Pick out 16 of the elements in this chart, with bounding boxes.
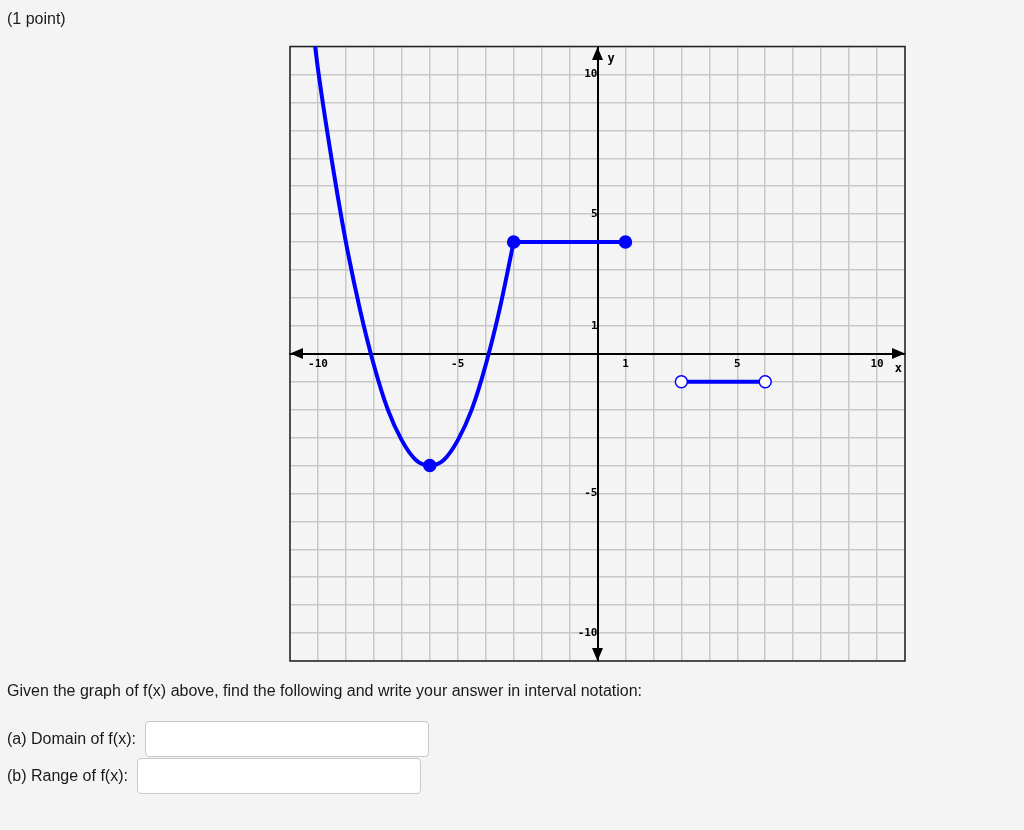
x-tick-label: -10	[308, 357, 328, 371]
y-tick-label: -10	[577, 625, 598, 639]
y-tick-label: -5	[584, 486, 598, 500]
x-tick-label: 10	[870, 357, 884, 371]
y-axis-title: y	[607, 50, 615, 65]
x-tick-label: 1	[622, 357, 630, 371]
y-tick-label: 5	[590, 207, 598, 221]
x-axis-title: x	[894, 360, 902, 375]
y-tick-label: 10	[584, 67, 598, 81]
y-tick-label: 1	[590, 318, 598, 332]
text: Given the graph of f(x) above, find the following and write your answer in interval notation:	[7, 681, 643, 701]
x-tick-label: 5	[733, 357, 741, 371]
text: (a) Domain of f(x):	[7, 729, 136, 749]
text: (b) Range of f(x):	[7, 766, 128, 786]
text: (1 point)	[7, 9, 66, 29]
x-tick-label: -5	[451, 357, 465, 371]
